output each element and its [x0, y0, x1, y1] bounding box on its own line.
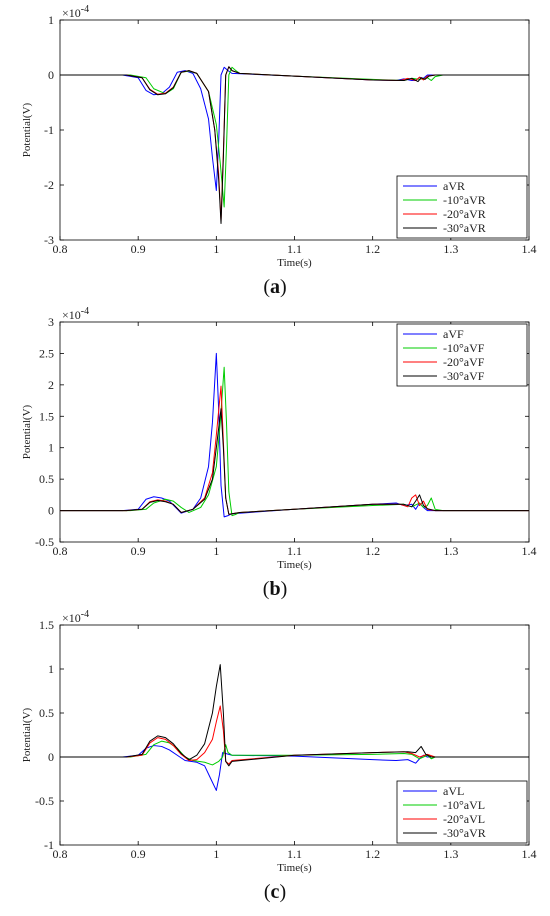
- x-tick-label: 0.9: [131, 847, 146, 861]
- x-tick-label: 1.2: [365, 544, 380, 558]
- legend-label: aVR: [443, 179, 465, 193]
- series-line-3: [60, 66, 529, 224]
- panel-caption-letter: b: [269, 578, 280, 600]
- panel-caption: (b): [263, 578, 287, 600]
- panel-caption-letter: a: [270, 276, 280, 298]
- y-tick-label: 0: [48, 68, 54, 82]
- x-tick-label: 1.4: [522, 242, 537, 256]
- series-line-1: [60, 740, 529, 766]
- x-tick-label: 1.2: [365, 847, 380, 861]
- legend: aVF-10°aVF-20°aVF-30°aVF: [396, 323, 528, 387]
- y-tick-label: 1: [48, 662, 54, 676]
- panel-caption-letter: c: [271, 881, 280, 903]
- y-tick-label: 1.5: [39, 618, 54, 632]
- x-tick-label: 1.1: [287, 544, 302, 558]
- x-tick-label: 0.9: [131, 242, 146, 256]
- x-tick-label: 0.8: [53, 847, 68, 861]
- y-tick-label: 2: [48, 378, 54, 392]
- x-tick-label: 1: [213, 242, 219, 256]
- legend-label: -10°aVR: [443, 193, 486, 207]
- x-tick-label: 1.1: [287, 242, 302, 256]
- series-line-2: [60, 705, 529, 765]
- legend-label: -20°aVL: [443, 812, 485, 826]
- series-line-3: [60, 664, 529, 767]
- x-tick-label: 1.3: [443, 544, 458, 558]
- legend-label: -30°aVR: [443, 221, 486, 235]
- y-tick-label: 0.5: [39, 706, 54, 720]
- x-tick-label: 1.2: [365, 242, 380, 256]
- y-tick-label: 3: [48, 315, 54, 329]
- y-axis-label: Potential(V): [21, 404, 33, 459]
- series-line-3: [60, 408, 529, 515]
- legend-label: -30°aVR: [443, 826, 486, 840]
- series-line-1: [60, 366, 529, 517]
- y-tick-label: -2: [44, 178, 54, 192]
- x-tick-label: 1.4: [522, 847, 537, 861]
- legend: aVL-10°aVL-20°aVL-30°aVR: [396, 780, 528, 844]
- legend-label: aVF: [443, 327, 464, 341]
- panel-caption: (a): [263, 276, 286, 298]
- x-axis-label: Time(s): [277, 559, 312, 571]
- y-tick-label: -1: [44, 838, 54, 852]
- panel-c: 0.8 0.9 1 1.1 1.2 1.3 1.4 -1 -0.5 0 0.5 1 1.5 ×10-4 Ti…: [21, 609, 537, 903]
- y-tick-label: -3: [44, 233, 54, 247]
- x-tick-label: 0.8: [53, 544, 68, 558]
- y-tick-label: -0.5: [35, 794, 54, 808]
- x-axis-label: Time(s): [277, 257, 312, 269]
- y-tick-label: 0: [48, 504, 54, 518]
- legend-label: -20°aVR: [443, 207, 486, 221]
- y-axis-label: Potential(V): [21, 707, 33, 762]
- x-tick-label: 1.1: [287, 847, 302, 861]
- x-tick-label: 0.9: [131, 544, 146, 558]
- x-axis-label: Time(s): [277, 862, 312, 874]
- y-exponent-label: ×10-4: [62, 609, 89, 625]
- series-line-0: [60, 66, 529, 191]
- legend-label: -30°aVF: [443, 369, 485, 383]
- x-tick-label: 1: [213, 847, 219, 861]
- x-tick-label: 1.4: [522, 544, 537, 558]
- x-tick-label: 1: [213, 544, 219, 558]
- panel-a: 0.8 0.9 1 1.1 1.2 1.3 1.4 -3 -2 -1 0 1 ×10-4 Time(s) P…: [21, 4, 537, 298]
- x-tick-label: 1.3: [443, 242, 458, 256]
- x-tick-label: 1.3: [443, 847, 458, 861]
- y-exponent-label: ×10-4: [62, 4, 89, 20]
- y-tick-label: 1: [48, 13, 54, 27]
- legend-label: aVL: [443, 784, 464, 798]
- legend-label: -10°aVL: [443, 798, 485, 812]
- y-tick-label: 1.5: [39, 409, 54, 423]
- panel-caption: (c): [264, 881, 286, 903]
- y-tick-label: 0.5: [39, 472, 54, 486]
- series-line-0: [60, 745, 529, 791]
- y-tick-label: 1: [48, 441, 54, 455]
- y-axis-label: Potential(V): [21, 102, 33, 157]
- y-tick-label: -1: [44, 123, 54, 137]
- x-tick-label: 0.8: [53, 242, 68, 256]
- legend: aVR-10°aVR-20°aVR-30°aVR: [396, 175, 528, 239]
- series-line-2: [60, 385, 529, 515]
- y-tick-label: 2.5: [39, 346, 54, 360]
- legend-label: -10°aVF: [443, 341, 485, 355]
- panel-b: 0.8 0.9 1 1.1 1.2 1.3 1.4 -0.5 0 0.5 1 1.5 2 2.5 3 ×10-…: [21, 306, 537, 600]
- y-tick-label: 0: [48, 750, 54, 764]
- y-tick-label: -0.5: [35, 535, 54, 549]
- legend-label: -20°aVF: [443, 355, 485, 369]
- y-exponent-label: ×10-4: [62, 306, 89, 322]
- series-line-0: [60, 352, 529, 518]
